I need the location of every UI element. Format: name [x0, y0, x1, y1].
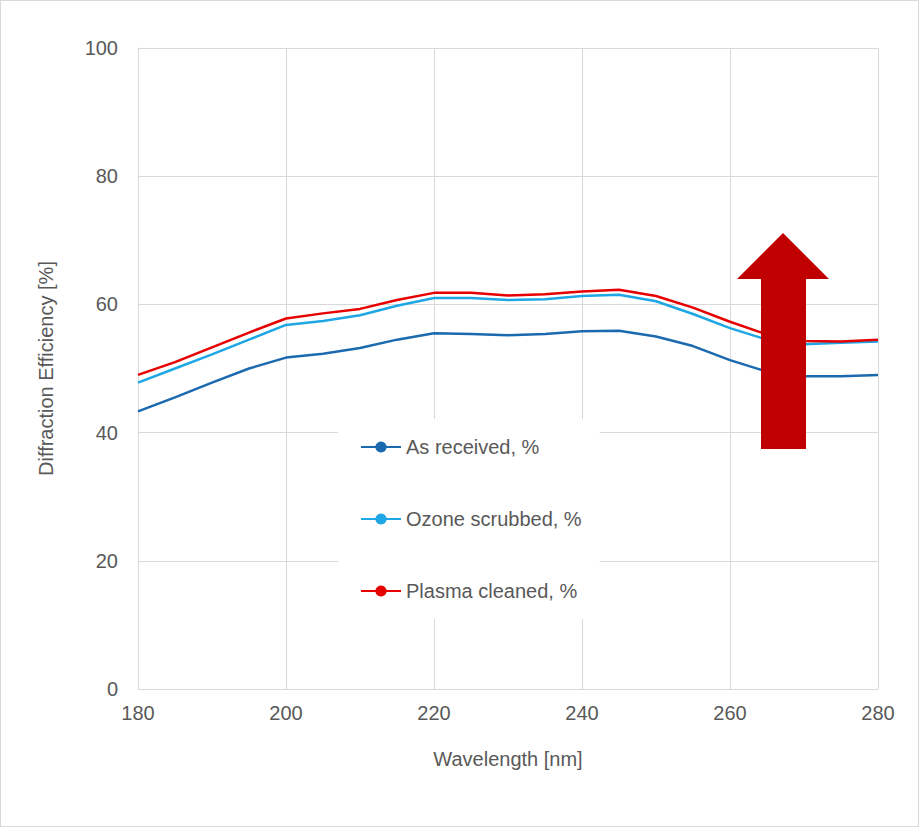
svg-text:260: 260	[713, 702, 746, 724]
svg-text:Diffraction Efficiency [%]: Diffraction Efficiency [%]	[35, 261, 57, 476]
svg-text:200: 200	[269, 702, 302, 724]
svg-text:240: 240	[565, 702, 598, 724]
svg-text:Wavelength [nm]: Wavelength [nm]	[433, 748, 582, 770]
svg-text:0: 0	[107, 678, 118, 700]
svg-text:100: 100	[85, 37, 118, 59]
svg-text:As received, %: As received, %	[406, 436, 540, 458]
svg-text:80: 80	[96, 165, 118, 187]
svg-text:60: 60	[96, 293, 118, 315]
svg-text:220: 220	[417, 702, 450, 724]
svg-text:280: 280	[861, 702, 894, 724]
svg-text:40: 40	[96, 422, 118, 444]
svg-text:20: 20	[96, 550, 118, 572]
svg-text:180: 180	[121, 702, 154, 724]
svg-text:Plasma cleaned, %: Plasma cleaned, %	[406, 580, 577, 602]
svg-text:Ozone scrubbed, %: Ozone scrubbed, %	[406, 508, 582, 530]
